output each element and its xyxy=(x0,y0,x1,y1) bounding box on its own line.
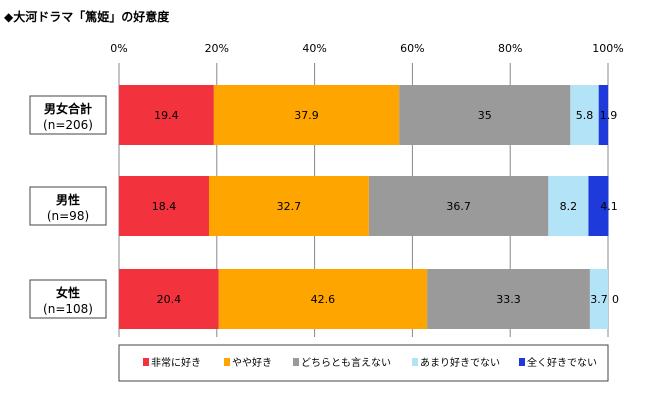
data-label: 33.3 xyxy=(496,293,521,306)
bar-segment xyxy=(208,176,369,236)
bar-segment xyxy=(427,269,590,329)
legend-item: 全く好きでない xyxy=(519,356,597,369)
legend: 非常に好き やや好き どちらとも言えない あまり好きでない 全く好きでない xyxy=(118,344,609,382)
category-n: (n=206) xyxy=(43,118,93,132)
legend-item: どちらとも言えない xyxy=(293,356,391,369)
category-n: (n=108) xyxy=(43,302,93,316)
data-label: 19.4 xyxy=(154,109,179,122)
category-n: (n=98) xyxy=(47,209,89,223)
chart-title: ◆大河ドラマ「篤姫」の好意度 xyxy=(4,9,170,24)
bar-segment xyxy=(598,85,608,145)
category-labels: 男女合計 (n=206) 男性 (n=98) 女性 (n=108) xyxy=(29,95,107,319)
legend-label: あまり好きでない xyxy=(420,357,500,369)
legend-label: 非常に好き xyxy=(151,356,201,369)
data-label: 42.6 xyxy=(311,293,336,306)
x-tick-label: 20% xyxy=(205,42,229,55)
legend-swatch xyxy=(412,358,418,366)
bar-segment xyxy=(119,176,209,236)
legend-swatch xyxy=(224,358,230,366)
data-label: 8.2 xyxy=(560,200,578,213)
data-label: 3.7 xyxy=(590,293,608,306)
category-label-box: 男女合計 (n=206) xyxy=(29,95,107,135)
category-label-frame xyxy=(29,186,107,226)
legend-label: やや好き xyxy=(232,357,272,369)
bar-segment xyxy=(588,176,609,236)
bar-segment xyxy=(368,176,549,236)
data-label: 37.9 xyxy=(294,109,319,122)
legend-swatch xyxy=(143,358,149,366)
category-label-box: 男性 (n=98) xyxy=(29,186,107,226)
bar-segment xyxy=(548,176,589,236)
bars: 19.4 37.9 35 5.8 1.9 18.4 32.7 36.7 8.2 4.1 20.4 42… xyxy=(119,85,619,329)
category-name: 男性 xyxy=(56,192,80,207)
legend-item: あまり好きでない xyxy=(412,357,500,369)
legend-item: 非常に好き xyxy=(143,356,201,369)
data-label: 4.1 xyxy=(600,200,618,213)
category-label-frame xyxy=(29,95,107,135)
data-label: 32.7 xyxy=(277,200,302,213)
x-tick-label: 100% xyxy=(592,42,623,55)
data-label: 35 xyxy=(478,109,492,122)
data-label: 0 xyxy=(612,293,619,306)
category-name: 女性 xyxy=(56,285,80,300)
legend-frame xyxy=(118,344,609,382)
bar-segment xyxy=(399,85,571,145)
category-label-frame xyxy=(29,279,107,319)
bar-segment xyxy=(119,85,214,145)
x-tick-label: 80% xyxy=(498,42,522,55)
x-tick-label: 60% xyxy=(400,42,424,55)
legend-item: やや好き xyxy=(224,357,272,369)
legend-label: 全く好きでない xyxy=(527,356,597,369)
x-tick-label: 0% xyxy=(110,42,127,55)
bar-segment xyxy=(570,85,599,145)
category-name: 男女合計 xyxy=(44,101,92,116)
x-axis-ticks: 0% 20% 40% 60% 80% 100% xyxy=(110,42,623,55)
data-label: 36.7 xyxy=(446,200,471,213)
bar-segment xyxy=(119,269,219,329)
data-label: 5.8 xyxy=(576,109,594,122)
legend-swatch xyxy=(293,358,299,366)
legend-swatch xyxy=(519,358,525,366)
data-label: 1.9 xyxy=(600,109,618,122)
data-label: 20.4 xyxy=(157,293,182,306)
legend-label: どちらとも言えない xyxy=(301,356,391,369)
category-label-box: 女性 (n=108) xyxy=(29,279,107,319)
bar-segment xyxy=(589,269,608,329)
data-label: 18.4 xyxy=(152,200,177,213)
bar-segment xyxy=(213,85,400,145)
bar-segment xyxy=(218,269,428,329)
x-tick-label: 40% xyxy=(302,42,326,55)
